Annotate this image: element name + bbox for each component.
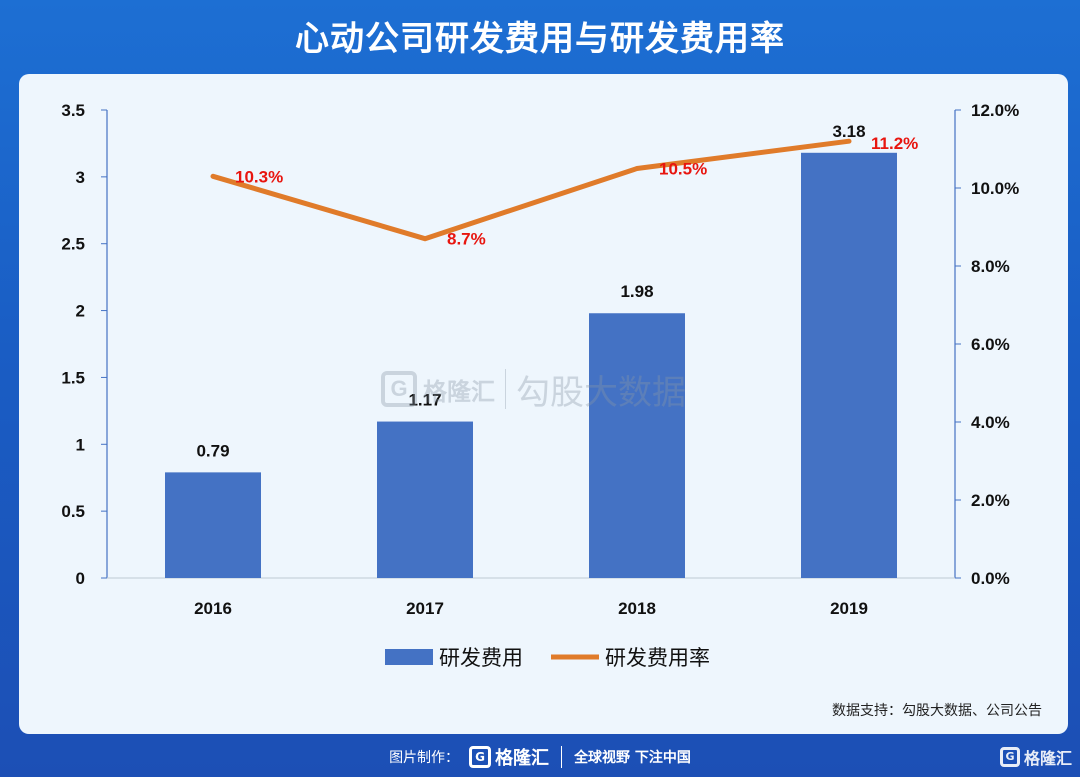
watermark-logo-icon: G: [381, 371, 417, 407]
watermark-text: 勾股大数据: [516, 372, 686, 413]
line-研发费用率: [210, 138, 852, 242]
y-left-tick-label: 0: [76, 569, 85, 588]
chart-svg: 0 0.5 1 1.5 2 2.5 3 3.5 0.0% 2.0% 4.0% 6.0% 8.0% 10.0…: [61, 101, 1019, 670]
y-left-tick-label: 0.5: [61, 502, 85, 521]
chart-panel: 0 0.5 1 1.5 2 2.5 3 3.5 0.0% 2.0% 4.0% 6.0% 8.0% 10.0…: [19, 74, 1068, 734]
x-tick-label: 2017: [406, 599, 444, 618]
y-right-tick-label: 10.0%: [971, 179, 1019, 198]
bar-label-2018: 1.98: [620, 282, 653, 301]
y-right-tick-label: 0.0%: [971, 569, 1010, 588]
page-title: 心动公司研发费用与研发费用率: [295, 20, 785, 58]
legend-label-line: 研发费用率: [605, 646, 710, 670]
corner-brand-text: 格隆汇: [1023, 749, 1072, 768]
footer: 图片制作： G 格隆汇 全球视野 下注中国: [0, 740, 1080, 774]
line-label-2016: 10.3%: [235, 167, 283, 186]
footer-made-by: 图片制作：: [389, 750, 460, 766]
y-right-tick-label: 2.0%: [971, 491, 1010, 510]
line-label-2019: 11.2%: [871, 134, 918, 153]
line-label-2018: 10.5%: [659, 160, 707, 179]
watermark-divider: [505, 369, 506, 409]
bar-2018: [589, 313, 685, 578]
watermark-brand: 格隆汇: [423, 377, 495, 406]
corner-logo-icon: G: [999, 747, 1020, 767]
x-tick-label: 2018: [618, 599, 656, 618]
corner-brand: G 格隆汇: [999, 745, 1072, 769]
legend-swatch-bar: [385, 649, 433, 665]
y-left-tick-label: 2: [76, 302, 85, 321]
x-tick-label: 2016: [194, 599, 232, 618]
bar-label-2019: 3.18: [832, 122, 865, 141]
y-left-tick-label: 3.5: [61, 101, 85, 120]
y-right-tick-label: 4.0%: [971, 413, 1010, 432]
legend-label-bar: 研发费用: [439, 646, 523, 670]
y-right-tick-label: 6.0%: [971, 335, 1010, 354]
x-tick-label: 2019: [830, 599, 868, 618]
bar-label-2017: 1.17: [408, 391, 441, 410]
y-right-tick-label: 12.0%: [971, 101, 1019, 120]
watermark: G 格隆汇 勾股大数据: [381, 364, 711, 414]
bar-2016: [165, 472, 261, 578]
line-label-2017: 8.7%: [447, 230, 486, 249]
y-left-tick-label: 2.5: [61, 235, 85, 254]
footer-logo-icon: G: [469, 746, 492, 768]
bar-label-2016: 0.79: [196, 441, 229, 460]
footer-slogan: 全球视野 下注中国: [574, 750, 691, 766]
footer-divider: [561, 746, 563, 768]
bar-2019: [801, 152, 897, 578]
footer-brand: 格隆汇: [495, 748, 550, 769]
y-right-tick-label: 8.0%: [971, 257, 1010, 276]
y-left-tick-label: 3: [76, 168, 85, 187]
y-left-tick-label: 1: [76, 435, 85, 454]
y-left-tick-label: 1.5: [61, 368, 85, 387]
data-source: 数据支持：勾股大数据、公司公告: [832, 703, 1042, 719]
bar-2017: [377, 421, 473, 578]
